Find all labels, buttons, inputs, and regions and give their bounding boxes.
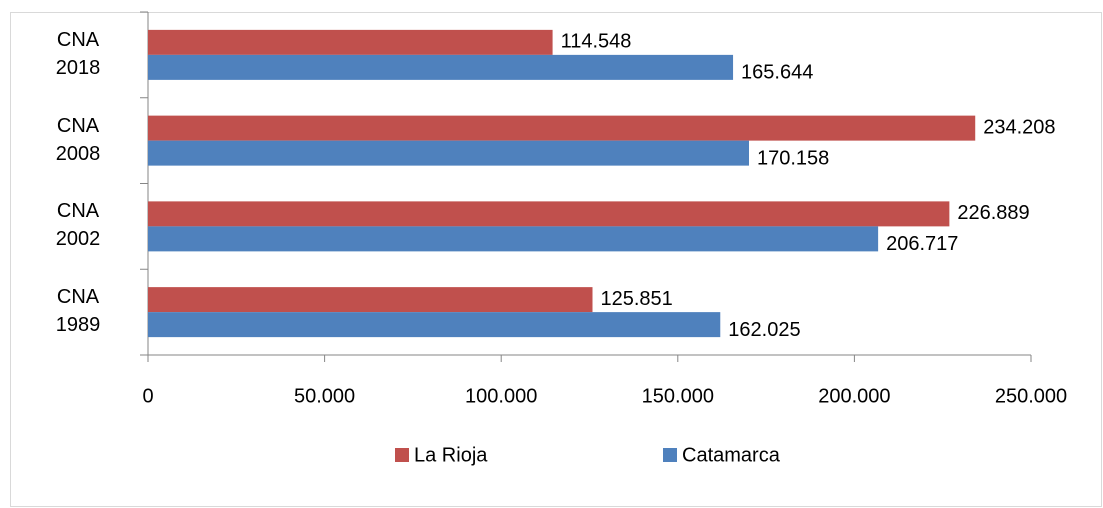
x-tick-label: 150.000 xyxy=(642,385,714,407)
legend-swatch xyxy=(663,448,677,462)
x-tick-label: 100.000 xyxy=(465,385,537,407)
data-label: 114.548 xyxy=(561,31,632,53)
chart-border xyxy=(10,12,1102,507)
legend-label: La Rioja xyxy=(414,444,488,466)
category-label: CNA 1989 xyxy=(55,286,101,337)
x-tick-label: 200.000 xyxy=(818,385,890,407)
data-label: 170.158 xyxy=(757,147,829,169)
x-tick-label: 0 xyxy=(142,385,153,407)
bar xyxy=(148,226,879,252)
bar xyxy=(148,201,950,227)
data-label: 165.644 xyxy=(741,62,813,84)
bar xyxy=(148,54,734,80)
legend-label: Catamarca xyxy=(682,444,781,466)
x-tick-label: 50.000 xyxy=(294,385,355,407)
x-tick-label: 250.000 xyxy=(995,385,1067,407)
category-label: CNA 2018 xyxy=(55,28,101,79)
bar xyxy=(148,29,553,55)
data-label: 234.208 xyxy=(983,116,1055,138)
data-label: 206.717 xyxy=(886,233,958,255)
legend-swatch xyxy=(395,448,409,462)
category-label: CNA 2008 xyxy=(55,114,101,165)
data-label: 125.851 xyxy=(601,288,673,310)
data-label: 162.025 xyxy=(728,319,800,341)
bar xyxy=(148,312,721,338)
bar xyxy=(148,140,749,166)
bar xyxy=(148,287,593,313)
bar xyxy=(148,115,976,141)
category-label: CNA 2002 xyxy=(55,200,101,251)
data-label: 226.889 xyxy=(957,202,1029,224)
